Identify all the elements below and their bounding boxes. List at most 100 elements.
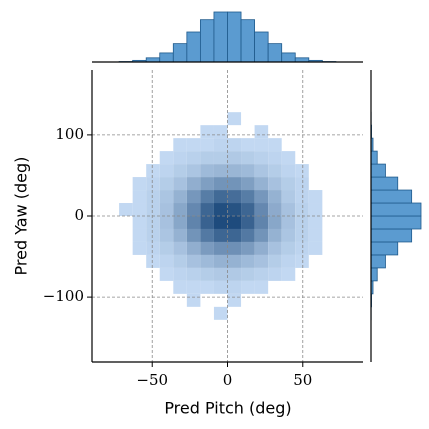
- hist2d-cell: [186, 293, 201, 307]
- hist2d-cell: [146, 307, 160, 320]
- hist2d-cell: [322, 307, 336, 320]
- hist2d-cell: [213, 306, 228, 320]
- hist2d-cell: [241, 138, 255, 152]
- hist2d-cell: [322, 216, 336, 229]
- hist2d-cell: [282, 281, 296, 294]
- hist2d-cell: [308, 190, 323, 204]
- hist2d-cell: [200, 307, 214, 320]
- hist2d-cell: [254, 267, 269, 281]
- hist2d-cell: [268, 281, 282, 294]
- hist2d-cell: [200, 294, 214, 307]
- hist2d-cell: [146, 241, 160, 255]
- hist2d-cell: [159, 203, 174, 216]
- hist2d-cell: [295, 268, 309, 281]
- hist2d-cell: [227, 216, 242, 229]
- marginal-y-bar: [370, 228, 413, 243]
- hist2d-cell: [309, 307, 323, 320]
- hist2d-cell: [255, 307, 269, 320]
- hist2d-cell: [308, 216, 323, 229]
- hist2d-cell: [295, 164, 309, 178]
- marginal-x-bar: [240, 19, 256, 63]
- hist2d-cell: [159, 151, 174, 165]
- hist2d-cell: [160, 294, 174, 307]
- hist2d-cell: [254, 190, 269, 204]
- hist2d-cell: [268, 190, 282, 204]
- hist2d-cell: [254, 164, 269, 178]
- hist2d-cell: [281, 151, 296, 165]
- hist2d-cell: [241, 267, 255, 281]
- hist2d-cell: [295, 281, 309, 294]
- hist2d-cell: [132, 228, 147, 242]
- hist2d-cell: [227, 267, 242, 281]
- marginal-y-bar: [370, 163, 386, 178]
- hist2d-cell: [241, 177, 255, 191]
- hist2d-cell: [227, 254, 242, 268]
- hist2d-cell: [295, 241, 309, 255]
- hist2d-cell: [119, 242, 133, 255]
- hist2d-cell: [241, 125, 255, 138]
- marginal-x-bar: [199, 19, 215, 63]
- marginal-x-bar: [254, 31, 269, 63]
- hist2d-cell: [295, 125, 309, 138]
- hist2d-cell: [228, 307, 242, 320]
- marginal-x-bar: [227, 11, 242, 63]
- hist2d-cell: [200, 254, 214, 268]
- hist2d-cell: [322, 177, 336, 190]
- hist2d-cell: [213, 138, 228, 152]
- hist2d-cell: [159, 267, 174, 281]
- hist2d-cell: [132, 216, 147, 229]
- x-tick-label: 50: [293, 371, 312, 389]
- marginal-x-bar: [186, 31, 201, 63]
- hist2d-cell: [268, 241, 282, 255]
- hist2d-cell: [159, 177, 174, 191]
- hist2d-cell: [268, 203, 282, 216]
- hist2d-cell: [187, 307, 201, 320]
- hist2d-cell: [159, 241, 174, 255]
- marginal-x-bar: [213, 11, 228, 63]
- hist2d-cell: [309, 164, 323, 177]
- hist2d-cell: [227, 190, 242, 204]
- hist2d-cell: [146, 164, 160, 178]
- hist2d-cell: [173, 267, 187, 281]
- hist2d-cell: [227, 177, 242, 191]
- hist2d-cell: [227, 228, 242, 242]
- hist2d-cell: [281, 203, 296, 216]
- hist2d-cell: [133, 268, 147, 281]
- hist2d-cell: [282, 294, 296, 307]
- marginal-y-bar: [370, 215, 422, 230]
- hist2d-cell: [241, 254, 255, 268]
- hist2d-cell: [227, 203, 242, 216]
- hist2d-cell: [119, 281, 133, 294]
- hist2d-cell: [160, 307, 174, 320]
- hist2d-cell: [119, 151, 133, 164]
- hist2d-cell: [186, 203, 201, 216]
- hist2d-cell: [146, 254, 160, 268]
- y-tick-label: 0: [74, 206, 84, 224]
- hist2d-cell: [241, 228, 255, 242]
- hist2d-cell: [322, 229, 336, 242]
- hist2d-cell: [214, 112, 228, 125]
- marginal-y-bar: [370, 267, 378, 282]
- hist2d-cell: [119, 190, 133, 203]
- hist2d-cell: [241, 203, 255, 216]
- hist2d-cell: [213, 190, 228, 204]
- hist2d-cell: [159, 216, 174, 229]
- hist2d-cell: [173, 216, 187, 229]
- hist2d-cell: [241, 216, 255, 229]
- hist2d-cell: [241, 112, 255, 125]
- hist2d-cell: [322, 294, 336, 307]
- hist2d-cell: [309, 151, 323, 164]
- hist2d-cell: [119, 255, 133, 268]
- hist2d-cell: [200, 138, 214, 152]
- hist2d-cell: [228, 125, 242, 138]
- hist2d-cell: [200, 164, 214, 178]
- hist2d-cell: [322, 255, 336, 268]
- marginal-x-bar: [294, 57, 310, 63]
- hist2d-cell: [119, 307, 133, 320]
- hist2d-cell: [186, 177, 201, 191]
- hist2d-cell: [200, 241, 214, 255]
- hist2d-cell: [309, 138, 323, 151]
- marginal-x-bar: [159, 52, 174, 63]
- hist2d-cell: [186, 241, 201, 255]
